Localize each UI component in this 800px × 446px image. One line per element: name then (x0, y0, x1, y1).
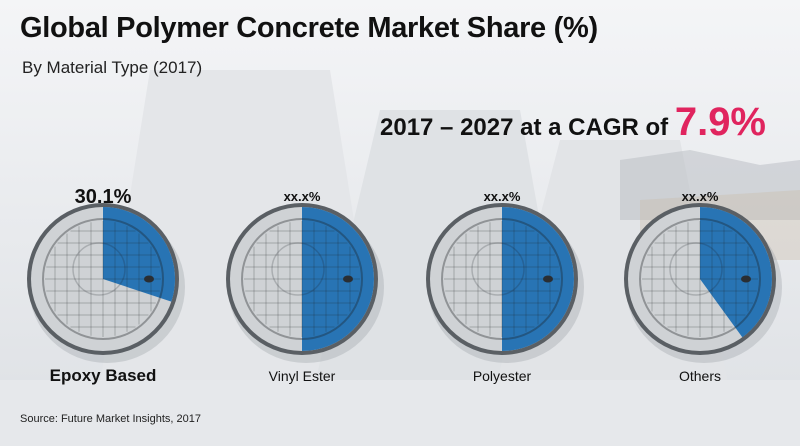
cover-keyhole (144, 275, 154, 283)
manhole-pie-2 (426, 203, 584, 363)
category-label-1: Vinyl Ester (269, 368, 336, 384)
pie-slice-share (502, 207, 574, 351)
cover-center-emblem (669, 242, 723, 296)
cover-center-emblem (72, 242, 126, 296)
value-label-2: xx.x% (484, 189, 521, 204)
chart-title: Global Polymer Concrete Market Share (%) (20, 12, 598, 44)
category-label-2: Polyester (473, 368, 532, 384)
chart-subtitle: By Material Type (2017) (22, 58, 203, 77)
cover-grid-pattern (444, 221, 560, 337)
pie-slice-share (103, 207, 175, 302)
cover-inner-ring (241, 218, 363, 340)
source-note: Source: Future Market Insights, 2017 (20, 413, 201, 425)
cagr-period-text: 2017 – 2027 at a CAGR (380, 114, 639, 141)
pie-slice-share (700, 207, 773, 338)
cover-keyhole (543, 275, 553, 283)
cover-grid-pattern (45, 221, 161, 337)
cover-inner-ring (42, 218, 164, 340)
cover-grid-pattern (642, 221, 758, 337)
cover-keyhole (741, 275, 751, 283)
cover-inner-ring (639, 218, 761, 340)
value-label-0: 30.1% (75, 186, 132, 208)
value-label-1: xx.x% (284, 189, 321, 204)
cover-center-emblem (471, 242, 525, 296)
cover-keyhole (343, 275, 353, 283)
cagr-value: 7.9% (674, 100, 766, 144)
manhole-pie-0 (27, 203, 185, 363)
category-label-3: Others (679, 368, 721, 384)
category-label-0: Epoxy Based (50, 366, 157, 385)
cagr-of-text: of (645, 114, 669, 141)
value-label-3: xx.x% (682, 189, 719, 204)
cagr-callout: 2017 – 2027 at a CAGR of 7.9% (380, 100, 766, 145)
pie-slice-share (302, 207, 374, 351)
manhole-pie-1 (226, 203, 384, 363)
cover-center-emblem (271, 242, 325, 296)
manhole-pie-3 (624, 203, 782, 363)
cover-inner-ring (441, 218, 563, 340)
